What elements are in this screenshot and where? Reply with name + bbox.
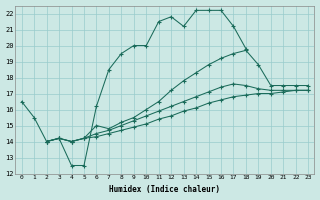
X-axis label: Humidex (Indice chaleur): Humidex (Indice chaleur) bbox=[109, 185, 220, 194]
